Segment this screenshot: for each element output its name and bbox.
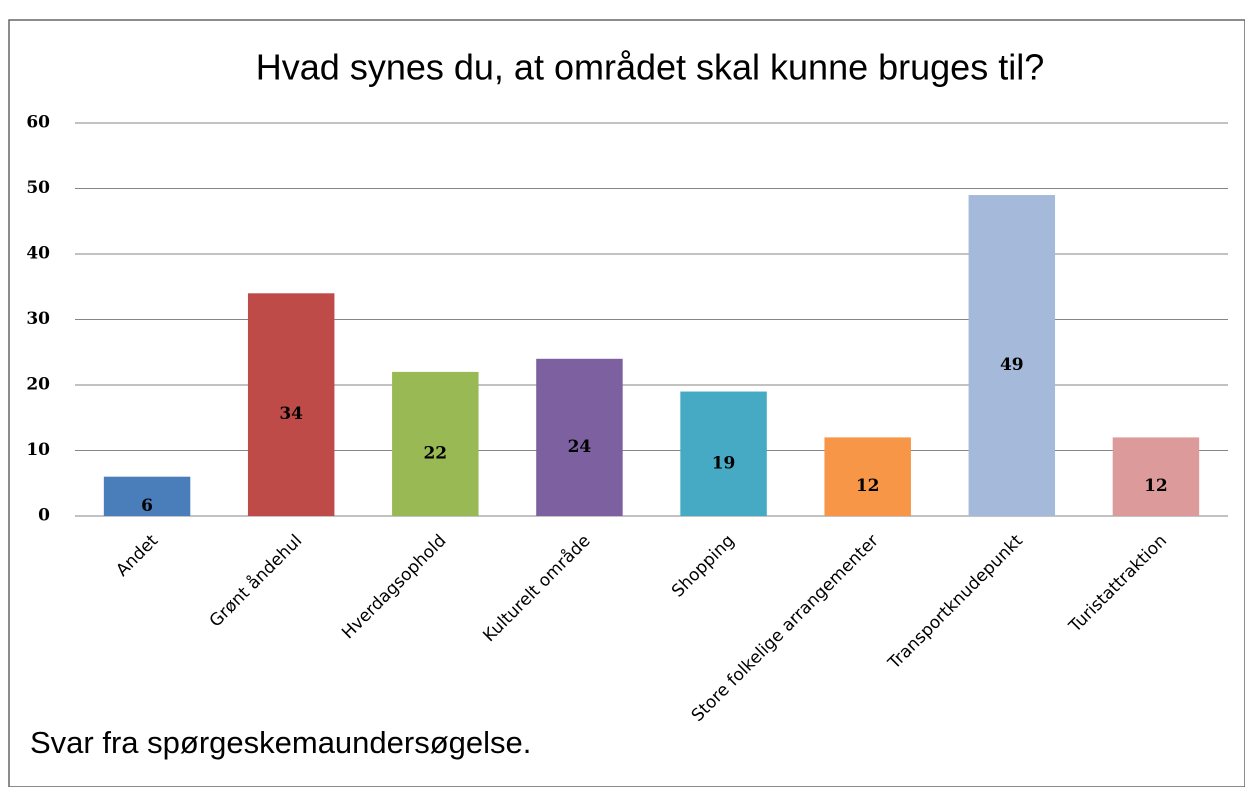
data-label: 6 — [141, 496, 153, 516]
y-tick-label: 30 — [26, 309, 50, 329]
data-label: 49 — [1000, 355, 1024, 375]
caption: Svar fra spørgeskemaundersøgelse. — [30, 725, 531, 760]
y-tick-label: 60 — [26, 113, 50, 133]
y-tick-label: 50 — [26, 178, 50, 198]
data-label: 12 — [1144, 476, 1168, 496]
data-label: 19 — [712, 453, 736, 473]
data-label: 12 — [856, 476, 880, 496]
page: Hvad synes du, at området skal kunne bru… — [0, 0, 1245, 787]
data-label: 22 — [423, 443, 447, 463]
chart-frame — [9, 20, 1245, 787]
y-tick-label: 0 — [38, 506, 50, 526]
chart: Hvad synes du, at området skal kunne bru… — [0, 0, 1245, 787]
y-tick-label: 20 — [26, 375, 50, 395]
y-tick-label: 10 — [26, 440, 50, 460]
y-tick-label: 40 — [26, 244, 50, 264]
chart-title: Hvad synes du, at området skal kunne bru… — [256, 47, 1044, 88]
data-label: 24 — [568, 437, 592, 457]
data-label: 34 — [279, 404, 303, 424]
